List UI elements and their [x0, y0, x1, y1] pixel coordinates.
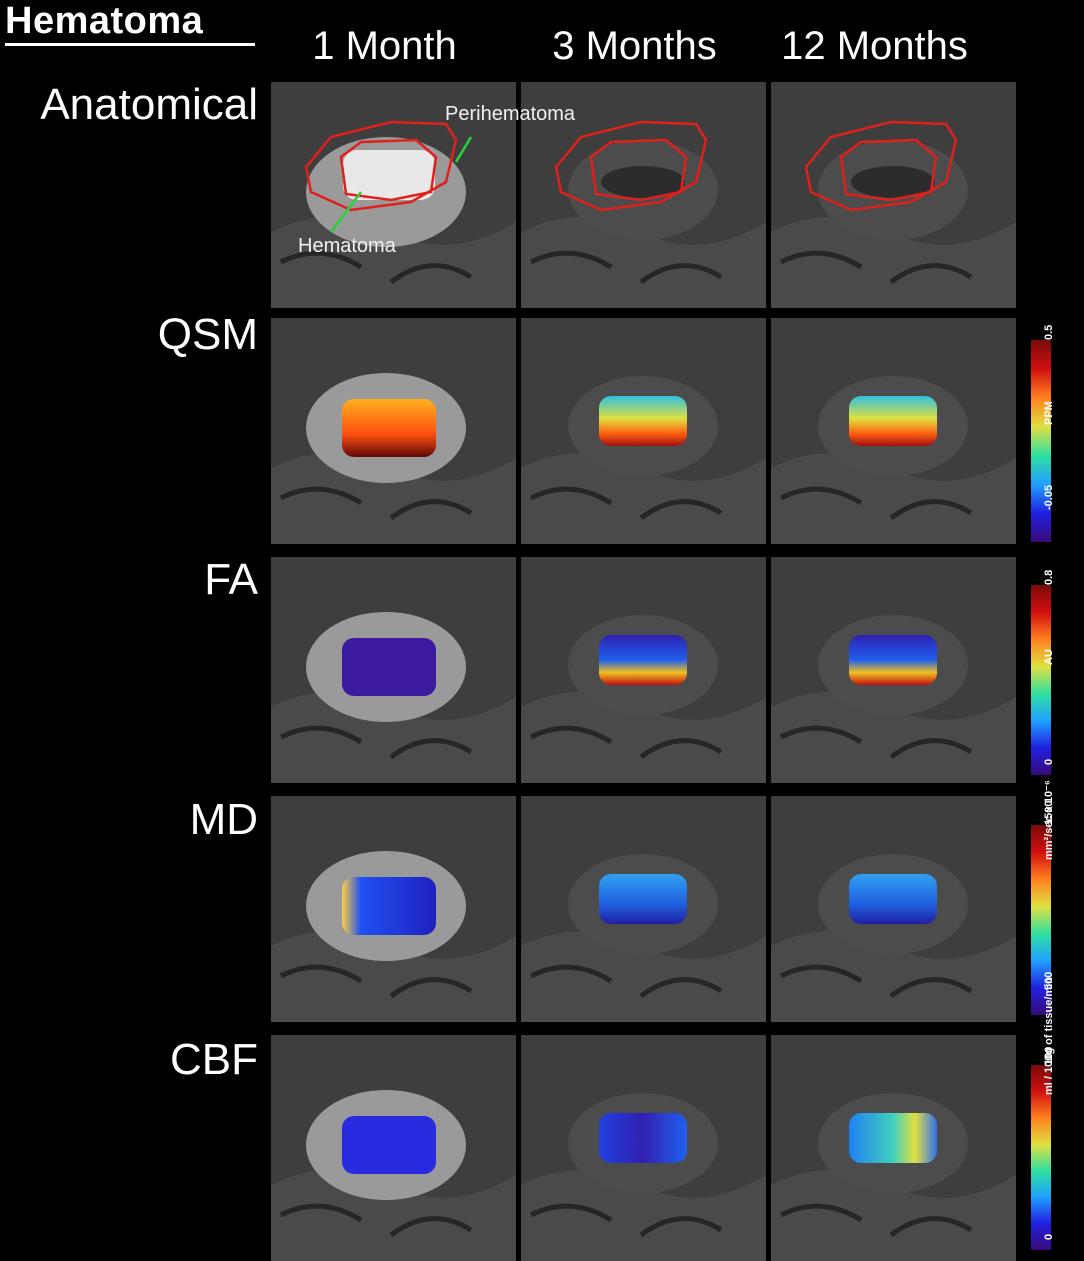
colorbar-md-unit: mm²/sec x 10⁻⁶ — [1043, 780, 1055, 860]
row-label-fa: FA — [204, 555, 258, 604]
panel-md-12-months — [771, 796, 1016, 1022]
title-underline — [5, 43, 255, 46]
column-header-12-months: 12 Months — [781, 24, 968, 68]
row-label-md: MD — [189, 795, 258, 844]
panel-anatomical-1-month — [271, 82, 516, 308]
panel-md-1-month — [271, 796, 516, 1022]
colorbar-cbf-min: 0 — [1043, 1233, 1055, 1240]
row-label-cbf: CBF — [170, 1035, 258, 1084]
panel-qsm-12-months — [771, 318, 1016, 544]
colorbar-qsm-max: 0.5 — [1043, 324, 1055, 340]
panel-fa-3-months — [521, 557, 766, 783]
panel-anatomical-12-months — [771, 82, 1016, 308]
panel-fa-12-months — [771, 557, 1016, 783]
row-label-anatomical: Anatomical — [40, 80, 258, 129]
panel-md-3-months — [521, 796, 766, 1022]
panel-anatomical-3-months — [521, 82, 766, 308]
annotation-hematoma: Hematoma — [298, 235, 396, 257]
colorbar-cbf — [1031, 1065, 1051, 1250]
colorbar-fa-unit: AU — [1043, 649, 1055, 665]
column-header-1-month: 1 Month — [312, 24, 457, 68]
panel-qsm-3-months — [521, 318, 766, 544]
panel-qsm-1-month — [271, 318, 516, 544]
row-label-qsm: QSM — [157, 310, 258, 359]
colorbar-cbf-unit: ml / 100g of tissue/min — [1043, 977, 1055, 1095]
panel-cbf-12-months — [771, 1035, 1016, 1261]
colorbar-fa — [1031, 585, 1051, 775]
colorbar-fa-max: 0.8 — [1043, 569, 1055, 585]
column-header-3-months: 3 Months — [552, 24, 717, 68]
colorbar-md — [1031, 825, 1051, 1015]
colorbar-qsm — [1031, 340, 1051, 542]
colorbar-fa-min: 0 — [1043, 758, 1055, 765]
colorbar-qsm-unit: PPM — [1043, 401, 1055, 425]
annotation-perihematoma: Perihematoma — [445, 103, 576, 125]
panel-cbf-3-months — [521, 1035, 766, 1261]
panel-cbf-1-month — [271, 1035, 516, 1261]
colorbar-qsm-min: -0.05 — [1043, 484, 1055, 510]
figure-title: Hematoma — [5, 0, 204, 42]
panel-fa-1-month — [271, 557, 516, 783]
